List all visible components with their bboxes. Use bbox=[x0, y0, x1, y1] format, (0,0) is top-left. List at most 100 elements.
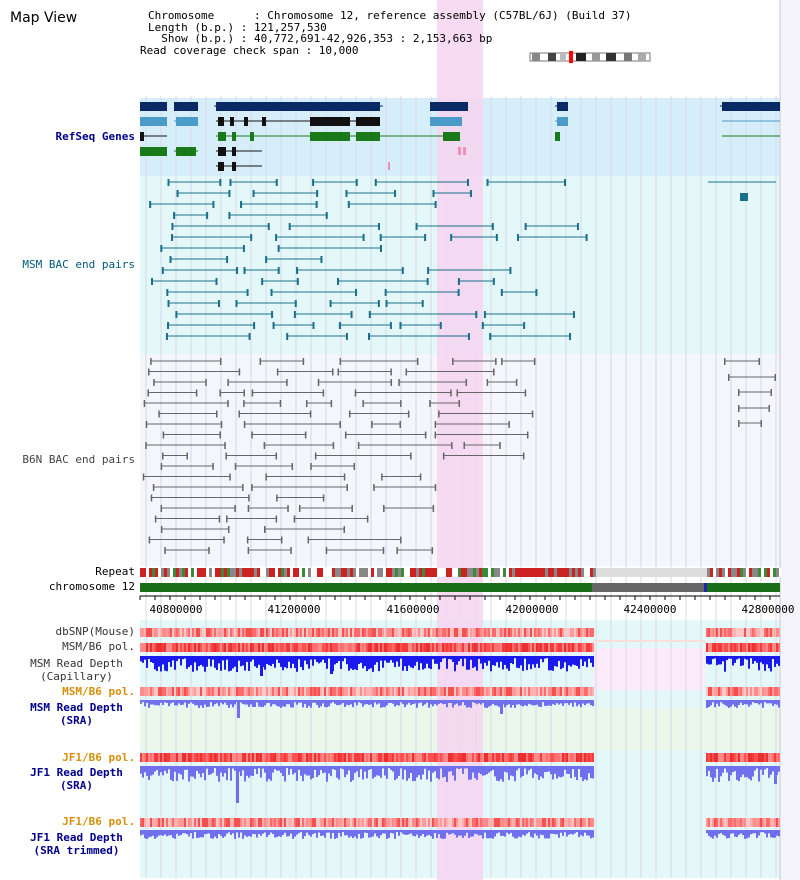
heatmap-cell bbox=[756, 753, 758, 762]
heatmap-cell bbox=[140, 753, 142, 762]
depth-bar bbox=[764, 700, 766, 703]
track-label-dbsnp[interactable]: dbSNP(Mouse) bbox=[55, 625, 135, 638]
depth-bar bbox=[542, 700, 544, 703]
depth-bar bbox=[232, 766, 234, 769]
bac-end-marker bbox=[276, 368, 279, 376]
depth-bar bbox=[244, 700, 246, 705]
depth-bar bbox=[770, 766, 772, 775]
track-label-msm-bac[interactable]: MSM BAC end pairs bbox=[22, 258, 135, 271]
depth-bar bbox=[368, 656, 370, 670]
heatmap-cell bbox=[532, 628, 534, 637]
depth-bar bbox=[284, 700, 286, 707]
track-label-msm-b6-pol-sra[interactable]: MSM/B6 pol. bbox=[62, 685, 135, 698]
depth-bar bbox=[300, 700, 302, 703]
depth-bar bbox=[480, 766, 482, 775]
depth-bar bbox=[422, 766, 424, 775]
bac-end-marker bbox=[329, 300, 332, 307]
heatmap-cell bbox=[434, 628, 436, 637]
heatmap-cell bbox=[778, 753, 780, 762]
heatmap-cell bbox=[286, 818, 288, 827]
depth-bar bbox=[500, 766, 502, 780]
bac-end-marker bbox=[293, 515, 296, 523]
track-label-jf1-b6-pol[interactable]: JF1/B6 pol. bbox=[62, 751, 135, 764]
heatmap-cell bbox=[172, 628, 174, 637]
repeat-feature bbox=[584, 568, 587, 577]
heatmap-cell bbox=[530, 818, 532, 827]
depth-bar bbox=[544, 656, 546, 659]
heatmap-cell bbox=[730, 628, 732, 637]
bac-end-marker bbox=[152, 484, 155, 491]
repeat-feature bbox=[224, 568, 227, 577]
heatmap-cell bbox=[538, 753, 540, 762]
depth-bar bbox=[340, 656, 342, 669]
bac-end-marker bbox=[499, 442, 501, 449]
heatmap-cell bbox=[536, 643, 538, 652]
depth-bar bbox=[454, 656, 456, 672]
heatmap-cell bbox=[200, 628, 202, 637]
depth-bar bbox=[362, 766, 364, 780]
bac-end-marker bbox=[271, 311, 274, 318]
track-label-msm-depth-capillary[interactable]: MSM Read Depth (Capillary) bbox=[30, 657, 123, 683]
bac-end-marker bbox=[309, 410, 312, 418]
depth-bar bbox=[744, 830, 746, 839]
heatmap-cell bbox=[572, 643, 574, 652]
depth-bar bbox=[228, 830, 230, 833]
heatmap-cell bbox=[180, 818, 182, 827]
heatmap-cell bbox=[556, 687, 558, 696]
heatmap-cell bbox=[426, 643, 428, 652]
depth-bar bbox=[284, 656, 286, 668]
heatmap-cell bbox=[298, 643, 300, 652]
repeat-feature bbox=[149, 568, 152, 577]
heatmap-cell bbox=[182, 628, 184, 637]
depth-bar bbox=[164, 830, 166, 835]
depth-bar bbox=[222, 700, 224, 705]
depth-bar bbox=[300, 830, 302, 833]
heatmap-cell bbox=[190, 753, 192, 762]
track-label-jf1-depth-sra[interactable]: JF1 Read Depth (SRA) bbox=[30, 766, 123, 792]
heatmap-cell bbox=[302, 753, 304, 762]
depth-bar bbox=[206, 700, 208, 708]
track-label-jf1-depth-trimmed[interactable]: JF1 Read Depth (SRA trimmed) bbox=[30, 831, 123, 857]
depth-bar bbox=[254, 700, 256, 707]
track-label-jf1-b6-pol-trimmed[interactable]: JF1/B6 pol. bbox=[62, 815, 135, 828]
depth-bar bbox=[370, 830, 372, 838]
heatmap-cell bbox=[732, 643, 734, 652]
bac-end-marker bbox=[486, 379, 489, 386]
heatmap-cell bbox=[722, 818, 724, 827]
heatmap-cell bbox=[542, 687, 544, 696]
bac-end-marker bbox=[495, 234, 498, 241]
heatmap-cell bbox=[748, 818, 750, 827]
track-label-msm-b6-pol[interactable]: MSM/B6 pol. bbox=[62, 640, 135, 653]
heatmap-cell bbox=[378, 643, 380, 652]
track-label-msm-depth-sra[interactable]: MSM Read Depth (SRA) bbox=[30, 701, 123, 727]
heatmap-cell bbox=[378, 753, 380, 762]
depth-bar bbox=[752, 830, 754, 834]
depth-bar bbox=[520, 830, 522, 838]
depth-bar bbox=[252, 700, 254, 708]
bac-end-marker bbox=[212, 201, 215, 208]
heatmap-cell bbox=[382, 643, 384, 652]
bac-end-marker bbox=[253, 322, 256, 329]
heatmap-cell bbox=[354, 818, 356, 827]
depth-bar bbox=[296, 700, 298, 705]
bac-end-marker bbox=[458, 400, 460, 407]
depth-bar bbox=[368, 830, 370, 838]
track-label-refseq[interactable]: RefSeq Genes bbox=[55, 130, 135, 143]
heatmap-cell bbox=[314, 687, 316, 696]
depth-bar bbox=[580, 830, 582, 836]
heatmap-cell bbox=[228, 643, 230, 652]
heatmap-cell bbox=[156, 753, 158, 762]
depth-bar bbox=[292, 830, 294, 839]
depth-bar bbox=[214, 656, 216, 668]
heatmap-cell bbox=[568, 687, 570, 696]
depth-bar bbox=[306, 656, 308, 665]
track-label-b6n-bac[interactable]: B6N BAC end pairs bbox=[22, 453, 135, 466]
heatmap-cell bbox=[454, 628, 456, 637]
depth-bar bbox=[396, 656, 398, 662]
heatmap-cell bbox=[406, 687, 408, 696]
repeat-feature bbox=[272, 568, 275, 577]
depth-bar bbox=[738, 766, 740, 782]
heatmap-cell bbox=[590, 628, 592, 637]
depth-bar bbox=[762, 830, 764, 833]
